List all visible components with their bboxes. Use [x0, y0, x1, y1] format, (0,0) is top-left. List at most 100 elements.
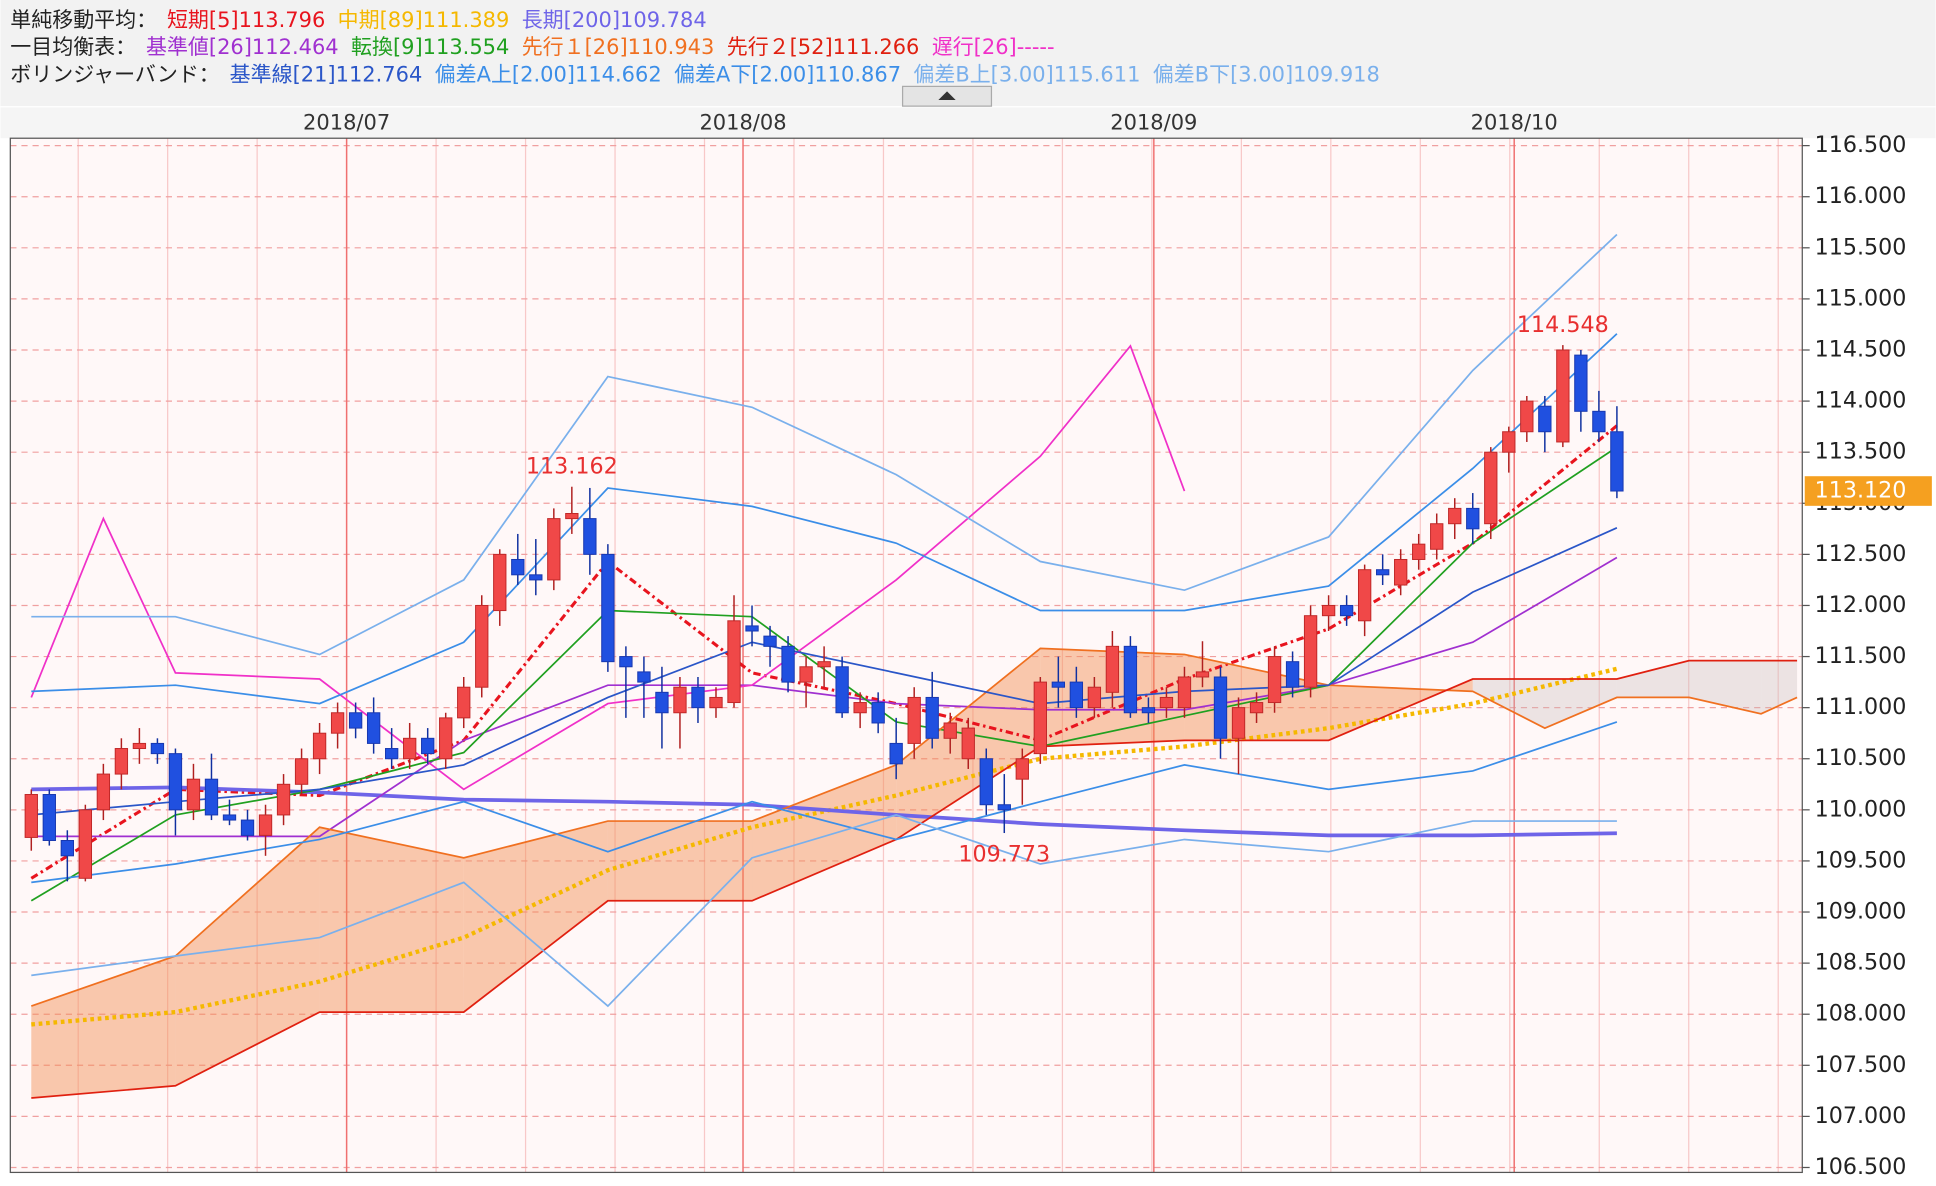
y-tick-label: 109.000 — [1815, 899, 1907, 925]
candle-body — [853, 702, 867, 714]
series-line — [30, 344, 1186, 791]
candle-body — [1484, 451, 1498, 525]
last-price-label: 113.120 — [1815, 478, 1907, 504]
candle-body — [835, 666, 849, 714]
candle-body — [673, 686, 687, 714]
cloud — [1761, 660, 1798, 714]
candle-body — [1159, 696, 1174, 709]
candle-body — [439, 717, 453, 760]
legend-group: 単純移動平均： — [10, 8, 157, 32]
y-tick-label: 109.500 — [1815, 847, 1907, 873]
y-tick-label: 110.000 — [1815, 796, 1907, 822]
candle-body — [384, 748, 399, 760]
candle-body — [1285, 661, 1300, 688]
cloud — [607, 821, 753, 901]
legend-row: 一目均衡表： 基準値[26]112.464 転換[9]113.554 先行１[26]1… — [10, 35, 1054, 59]
x-tick-label: 2018/09 — [1110, 110, 1197, 134]
candle-body — [1357, 569, 1372, 622]
candle-body — [1430, 523, 1444, 550]
candle-body — [457, 686, 471, 719]
y-tick-label: 116.500 — [1815, 132, 1907, 158]
legend-item: 偏差B下[3.00]109.918 — [1153, 62, 1380, 86]
cloud — [175, 827, 320, 1086]
candle-body — [475, 604, 489, 688]
y-tick-label: 110.500 — [1815, 745, 1907, 771]
cloud — [1616, 660, 1689, 698]
candle-body — [1466, 507, 1480, 530]
last-price-box — [1804, 476, 1932, 506]
candle-body — [1141, 707, 1156, 714]
candle-body — [1538, 405, 1552, 433]
series-line — [31, 813, 1617, 1008]
candle-body — [1556, 349, 1570, 443]
candle-body — [1213, 676, 1228, 739]
annotation: 113.162 — [526, 453, 618, 479]
y-tick-label: 113.500 — [1815, 439, 1907, 465]
series-line — [31, 659, 1798, 1099]
candle-body — [709, 696, 723, 709]
candle-body — [799, 666, 813, 683]
candle-body — [258, 814, 273, 836]
series-line — [30, 424, 1618, 880]
candle-body — [78, 809, 93, 879]
candle-body — [727, 620, 741, 704]
candle-body — [781, 645, 795, 683]
y-tick-label: 111.500 — [1815, 643, 1907, 669]
series-line — [31, 556, 1618, 838]
candle-body — [1412, 543, 1426, 560]
candle-body — [96, 773, 111, 811]
candle-body — [1574, 354, 1588, 412]
candle-body — [114, 748, 129, 775]
legend-group: ボリンジャーバンド： — [10, 62, 219, 86]
candle-body — [294, 758, 309, 785]
candle-body — [150, 742, 165, 755]
x-tick-label: 2018/07 — [303, 110, 390, 134]
candle-body — [1376, 569, 1390, 576]
series-line — [31, 333, 1618, 705]
candle-body — [1267, 656, 1282, 704]
candle-body — [655, 691, 669, 714]
x-tick-label: 2018/10 — [1471, 110, 1558, 134]
candle-body — [637, 671, 651, 683]
candle-body — [168, 753, 183, 811]
candle-body — [745, 625, 759, 632]
y-tick-label: 111.000 — [1815, 694, 1907, 720]
month-bar — [0, 107, 1936, 139]
legend-item: 偏差A下[2.00]110.867 — [674, 62, 901, 86]
candle-body — [1448, 507, 1462, 525]
legend-item: 先行１[26]110.943 — [522, 35, 715, 59]
candle-body — [1177, 676, 1192, 709]
cloud — [463, 821, 608, 1013]
legend-row: ボリンジャーバンド： 基準線[21]112.764 偏差A上[2.00]114.66… — [10, 62, 1380, 86]
cloud — [1544, 679, 1617, 729]
candle-body — [1321, 604, 1336, 617]
candle-body — [691, 686, 705, 709]
candle-body — [889, 742, 903, 765]
legend-item: 転換[9]113.554 — [351, 35, 509, 59]
candle-body — [240, 819, 255, 836]
candle-body — [403, 737, 417, 760]
candle-body — [1105, 645, 1120, 693]
y-tick-label: 107.500 — [1815, 1052, 1907, 1078]
candle-body — [1051, 681, 1066, 688]
candle-body — [60, 839, 74, 857]
legend-item: 基準線[21]112.764 — [230, 62, 423, 86]
y-tick-label: 115.000 — [1815, 285, 1907, 311]
candle-body — [330, 712, 345, 734]
candle-body — [1033, 681, 1047, 755]
series-line — [31, 666, 1618, 1027]
candle-body — [511, 558, 525, 576]
candle-body — [132, 742, 147, 750]
series-line — [31, 721, 1618, 884]
legend-item: 基準値[26]112.464 — [146, 35, 339, 59]
legend-item: 偏差B上[3.00]115.611 — [913, 62, 1140, 86]
collapse-icon[interactable] — [938, 91, 956, 100]
candle-body — [907, 696, 921, 744]
candle-body — [979, 758, 993, 806]
y-tick-label: 107.000 — [1815, 1103, 1907, 1129]
candle-body — [24, 794, 38, 838]
candle-body — [961, 727, 975, 760]
candle-body — [1231, 707, 1246, 739]
candle-body — [1592, 410, 1606, 433]
